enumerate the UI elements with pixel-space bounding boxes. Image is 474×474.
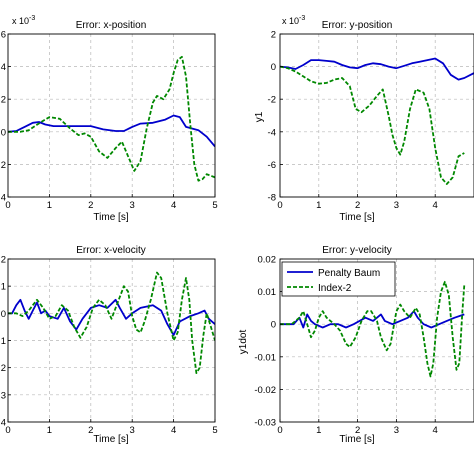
x-axis-label: Time [s] [339,434,374,445]
panel-title: Error: y-position [322,20,393,31]
x-tick-label: 0 [5,425,10,436]
y-tick-label: 0.02 [258,255,277,266]
x-tick-label: 3 [394,425,399,436]
y-tick-label: 4 [1,62,6,73]
x-tick-label: 4 [171,425,176,436]
y-axis-label: y1 [254,111,265,122]
x-tick-label: 0 [5,200,10,211]
y-tick-label: -0.01 [254,352,276,363]
x-axis-label: Time [s] [93,212,128,223]
y-tick-label: 6 [1,30,6,41]
axes-frame [7,33,216,198]
panel-y-position: Error: y-position x 10-3 y1 Time [s] 0 1 2… [254,15,474,223]
y-tick-label: 2 [1,255,6,266]
series-line-index-2 [280,280,466,378]
series-line-penalty-baum [280,310,465,329]
x-tick-label: 0 [277,200,282,211]
panel-title: Error: y-velocity [322,245,391,256]
y-tick-label: 2 [1,363,6,374]
panel-title: Error: x-velocity [76,245,145,256]
x-tick-label: 2 [355,425,360,436]
x-tick-label: 5 [212,200,217,211]
series-line-index-2 [280,65,465,185]
y-tick-label: 3 [1,390,6,401]
x-tick-label: 1 [316,200,321,211]
x-tick-label: 1 [47,200,52,211]
legend-label-index-2: Index-2 [318,283,352,294]
panel-x-position: Error: x-position x 10-3 Time [s] 0 1 2 3 4 5… [1,15,218,223]
y-tick-label: 0 [1,309,6,320]
axis-multiplier: x 10-3 [282,15,305,26]
y-tick-label: -4 [268,127,276,138]
series-line-penalty-baum [280,57,474,81]
legend-box [281,261,396,297]
plot-area: 0 1 2 3 4 -8 -6 -4 -2 0 2 [268,30,474,211]
x-tick-label: 5 [212,425,217,436]
x-tick-label: 4 [433,200,438,211]
y-axis-label: y1dot [238,330,249,355]
y-tick-label: 4 [1,193,6,204]
y-tick-label: -0.02 [254,385,276,396]
y-tick-label: 0 [271,62,276,73]
axis-multiplier: x 10-3 [12,15,35,26]
x-tick-label: 0 [277,425,282,436]
y-tick-label: 2 [1,95,6,106]
series-line-index-2 [8,271,215,374]
panel-y-velocity: Error: y-velocity y1dot Time [s] 0 1 2 3 4 -0… [238,245,474,445]
x-tick-label: 1 [316,425,321,436]
series-line-index-2 [8,55,215,182]
y-tick-label: 4 [1,418,6,429]
plot-area: 0 1 2 3 4 5 4 3 2 1 0 1 2 [1,255,218,437]
y-tick-label: 0.01 [258,287,277,298]
y-tick-label: 2 [271,30,276,41]
y-tick-label: 0 [1,127,6,138]
panel-x-velocity: Error: x-velocity Time [s] 0 1 2 3 4 5 4 3 2 1 0 1 2 [1,245,218,445]
y-tick-label: -2 [268,95,276,106]
series-line-penalty-baum [8,114,215,148]
x-tick-label: 3 [130,200,135,211]
x-tick-label: 2 [88,425,93,436]
axes-frame [279,258,474,423]
legend: Penalty Baum Index-2 [281,261,396,297]
x-tick-label: 1 [47,425,52,436]
x-tick-label: 2 [355,200,360,211]
legend-label-penalty-baum: Penalty Baum [318,268,380,279]
axes-frame [279,33,474,198]
panel-title: Error: x-position [76,20,147,31]
y-tick-label: 0 [271,320,276,331]
x-tick-label: 3 [394,200,399,211]
y-tick-label: -8 [268,193,276,204]
x-axis-label: Time [s] [93,434,128,445]
x-axis-label: Time [s] [339,212,374,223]
y-tick-label: -0.03 [254,418,276,429]
y-tick-label: -6 [268,160,276,171]
x-tick-label: 4 [433,425,438,436]
x-tick-label: 2 [88,200,93,211]
y-tick-label: 1 [1,282,6,293]
x-tick-label: 4 [171,200,176,211]
y-tick-label: 2 [1,160,6,171]
x-tick-label: 3 [130,425,135,436]
plot-area: 0 1 2 3 4 5 4 2 0 2 4 6 [1,30,218,212]
y-tick-label: 1 [1,336,6,347]
